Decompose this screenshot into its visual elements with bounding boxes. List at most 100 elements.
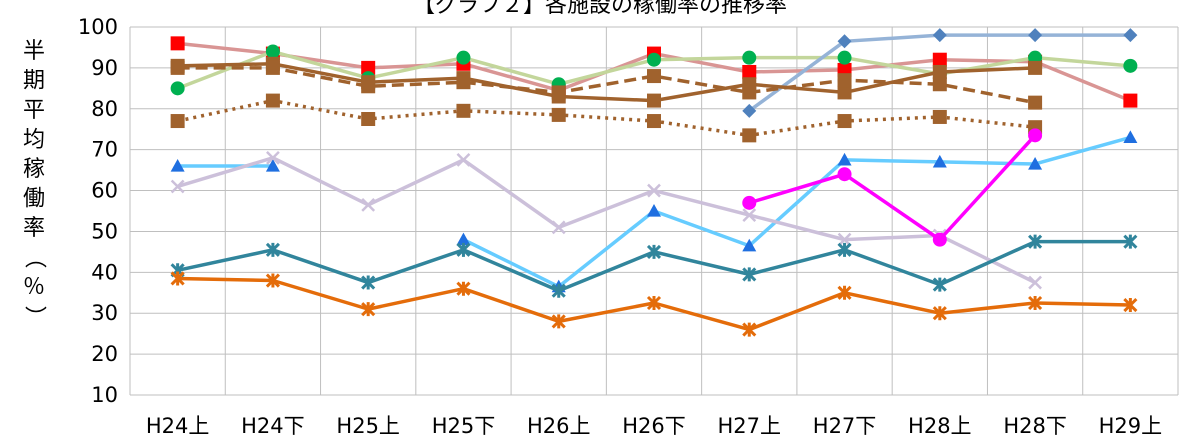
data-point [932,306,947,321]
data-point [837,73,852,88]
data-point [837,85,852,100]
series-5 [170,60,1043,110]
data-point [265,159,280,172]
series-line [748,134,1037,242]
data-point [932,52,947,67]
y-axis-label-char: 働 [23,187,45,212]
data-point [361,79,376,94]
data-point [837,34,852,49]
data-point [1123,130,1138,143]
series-11 [170,271,1138,337]
x-tick-label: H28上 [908,414,972,438]
data-point [456,281,471,296]
data-point [837,167,852,182]
data-point [361,302,376,317]
data-point [1123,234,1138,249]
y-axis-label-char: 率 [23,216,45,241]
series-10 [170,234,1138,298]
data-point [1123,58,1138,73]
data-point [647,114,661,129]
data-point [837,285,852,300]
y-tick-label: 60 [91,179,118,203]
x-tick-label: H27下 [813,414,877,438]
data-point [647,69,661,84]
data-point [932,232,947,247]
y-axis-label-char: ％ [23,275,45,300]
chart-title: 【グラフ２】各施設の稼働率の推移率 [413,0,787,18]
data-point [170,60,185,75]
x-tick-label: H25上 [336,414,400,438]
x-tick-label: H24上 [146,414,210,438]
data-point [361,275,376,290]
data-point [456,153,471,167]
x-tick-label: H26上 [527,414,591,438]
data-point [932,154,947,168]
data-point [456,242,471,257]
data-point [837,50,852,65]
data-point [932,109,947,124]
data-point [1028,95,1043,110]
data-point [1028,128,1043,143]
data-point [932,28,947,43]
series-group [170,28,1138,337]
y-axis-label-char: 平 [23,98,45,123]
data-point [742,64,757,79]
data-point [742,208,757,222]
data-point [265,93,280,108]
data-point [742,238,757,252]
x-tick-label: H25下 [432,414,496,438]
data-point [361,197,376,212]
data-point [551,220,566,235]
series-3 [742,28,1138,118]
data-point [265,273,280,288]
data-point [456,50,471,65]
y-axis-label-char: （ [22,246,47,268]
data-point [837,114,852,129]
data-point [551,107,566,122]
series-7 [170,130,1138,293]
x-tick-label: H26下 [622,414,686,438]
data-point [742,85,757,100]
data-point [551,85,566,100]
data-point [551,283,566,298]
data-point [646,295,662,311]
data-point [170,271,185,286]
y-tick-label: 70 [91,138,118,162]
series-8 [170,150,1042,290]
x-tick-label: H24下 [241,414,305,438]
data-point [265,242,280,257]
data-point [647,204,661,217]
y-tick-labels: 10 20 30 40 50 60 70 80 90 100 [78,15,118,407]
data-point [456,232,471,246]
data-point [1028,295,1043,311]
data-point [170,36,185,51]
data-point [932,64,947,79]
y-tick-label: 40 [91,260,118,284]
data-point [932,77,947,92]
series-9 [742,128,1043,247]
data-point [1028,234,1043,249]
data-point [1028,60,1043,75]
data-point [932,277,947,292]
data-point [837,152,852,166]
data-point [742,322,757,337]
data-point [1123,28,1138,43]
y-tick-label: 10 [91,383,118,407]
data-point [742,103,757,118]
data-point [837,232,852,247]
data-point [170,179,185,194]
x-tick-label: H29上 [1099,414,1163,438]
y-tick-label: 30 [91,301,118,325]
y-axis-label-char: 期 [23,69,45,94]
data-point [361,112,376,126]
y-axis-label-char: ） [22,305,47,327]
y-tick-label: 80 [91,97,118,121]
data-point [646,244,662,259]
y-axis-label-char: 均 [23,128,45,153]
y-tick-label: 100 [78,15,118,39]
x-tick-label: H27上 [718,414,782,438]
x-tick-label: H28下 [1003,414,1067,438]
data-point [551,314,566,329]
